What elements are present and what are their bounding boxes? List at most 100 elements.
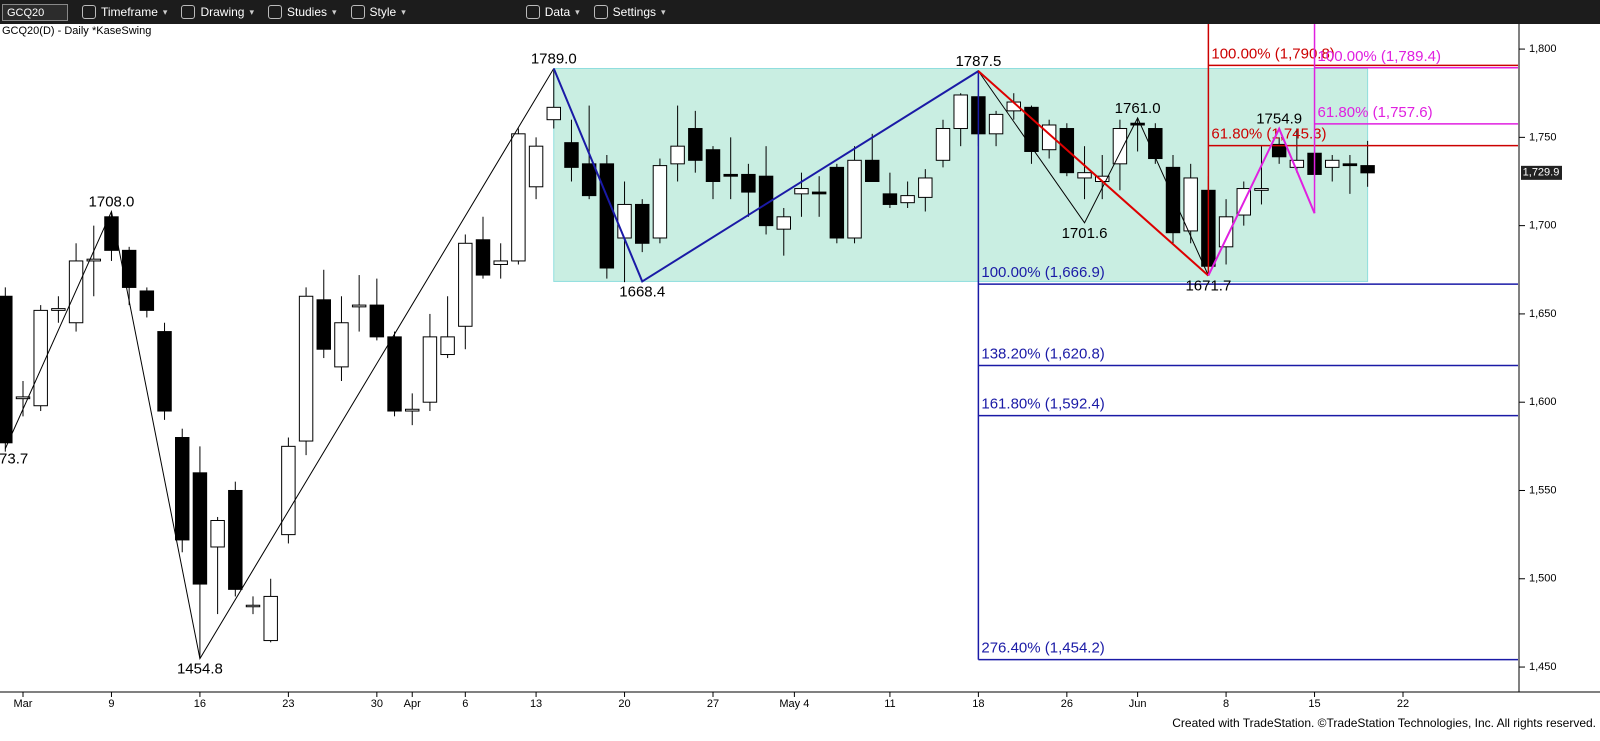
candle-body <box>51 308 66 311</box>
x-tick-label: 30 <box>371 698 383 710</box>
fib-label: 100.00% (1,666.9) <box>981 264 1104 281</box>
swing-label: 1754.9 <box>1256 111 1302 128</box>
candle-body <box>1271 143 1287 158</box>
x-tick-label: Jun <box>1129 698 1147 710</box>
swing-label: 1573.7 <box>0 451 28 468</box>
candle-body <box>263 595 278 642</box>
candle-body <box>422 336 438 403</box>
candle-body <box>1165 166 1181 234</box>
candle-body <box>104 216 119 251</box>
fib-label: 276.40% (1,454.2) <box>981 640 1104 657</box>
candle-body <box>581 163 597 197</box>
toolbar-label[interactable]: Timeframe <box>101 5 158 19</box>
chart-title: GCQ20(D) - Daily <box>2 25 89 37</box>
candle-body <box>847 159 862 239</box>
candle-body <box>369 304 385 338</box>
candle-body <box>1325 159 1340 168</box>
candle-body <box>228 489 243 590</box>
toolbar-label[interactable]: Studies <box>286 5 328 19</box>
candle-body <box>670 145 685 165</box>
toolbar-label[interactable]: Style <box>369 5 397 19</box>
toolbar-item[interactable]: Studies <box>268 5 337 19</box>
candle-body <box>33 309 48 407</box>
x-tick-label: 15 <box>1308 698 1320 710</box>
candle-body <box>723 173 738 177</box>
candle-body <box>953 94 968 130</box>
swing-label: 1787.5 <box>955 53 1001 70</box>
candle-body <box>1148 128 1163 160</box>
fib-label: 100.00% (1,789.4) <box>1318 48 1441 65</box>
candle-body <box>617 203 632 239</box>
x-tick-label: 23 <box>282 698 294 710</box>
candle-body <box>175 437 190 541</box>
x-tick-label: 6 <box>462 698 468 710</box>
candle-body <box>281 445 296 536</box>
candle-body <box>705 149 721 182</box>
y-tick-label: 1,450 <box>1529 661 1557 673</box>
x-tick-label: 9 <box>108 698 114 710</box>
swing-label: 1789.0 <box>531 50 577 67</box>
candle-body <box>865 159 880 182</box>
candle-body <box>900 195 915 204</box>
candle-body <box>351 304 367 308</box>
candle-body <box>0 295 13 444</box>
candle-body <box>829 166 845 239</box>
candle-body <box>475 239 491 276</box>
candle-body <box>794 188 809 195</box>
toolbar-label[interactable]: Data <box>544 5 571 19</box>
candle-body <box>298 295 314 442</box>
candle-body <box>245 604 261 608</box>
candle-body <box>334 322 349 368</box>
toolbar-label[interactable]: Settings <box>612 5 657 19</box>
x-tick-label: 16 <box>194 698 206 710</box>
symbol-box[interactable]: GCQ20 <box>2 3 68 21</box>
candle-body <box>1077 172 1092 179</box>
candle-body <box>564 142 579 168</box>
toolbar-item[interactable]: Settings <box>594 5 666 19</box>
candle-body <box>1289 159 1305 168</box>
candle-body <box>210 519 225 548</box>
candle-body <box>688 128 703 161</box>
toolbar-item[interactable]: Style <box>351 5 406 19</box>
x-tick-label: 11 <box>884 698 895 710</box>
last-price-box <box>1521 165 1562 180</box>
candle-body <box>387 336 402 412</box>
last-price-label: 1,729.9 <box>1523 167 1560 179</box>
candle-body <box>1218 216 1234 248</box>
fib-label: 138.20% (1,620.8) <box>981 345 1104 362</box>
candle-body <box>1360 165 1375 174</box>
candle-body <box>1024 106 1039 152</box>
candle-body <box>15 396 31 400</box>
x-tick-label: 20 <box>618 698 630 710</box>
candle-body <box>86 258 101 262</box>
toolbar-label[interactable]: Drawing <box>200 5 245 19</box>
candle-body <box>458 242 473 327</box>
toolbar-item[interactable]: Data <box>526 5 580 19</box>
swing-label: 1668.4 <box>619 283 665 300</box>
swing-label: 1671.7 <box>1185 278 1231 295</box>
candle-body <box>741 173 756 193</box>
swing-label: 1761.0 <box>1115 100 1161 117</box>
swing-label: 1701.6 <box>1062 225 1108 242</box>
x-tick-label: 8 <box>1223 698 1229 710</box>
candle-body <box>1342 163 1358 167</box>
candle-body <box>652 165 668 239</box>
candle-body <box>599 163 615 269</box>
candle-body <box>528 145 544 188</box>
candle-body <box>440 336 455 356</box>
candle-body <box>776 216 791 230</box>
swing-line <box>977 70 1210 277</box>
swing-label: 1708.0 <box>89 193 135 210</box>
candle-body <box>121 249 137 288</box>
toolbar: GCQ20 Timeframe Drawing Studies Style Da… <box>0 0 1600 24</box>
chart: 100.00% (1,666.9) 138.20% (1,620.8) 161.80… <box>0 24 1600 730</box>
candle-body <box>811 191 827 195</box>
toolbar-item[interactable]: Timeframe <box>82 5 167 19</box>
swing-line <box>4 68 555 660</box>
y-tick-label: 1,800 <box>1529 43 1557 55</box>
candle-body <box>511 133 526 262</box>
toolbar-item[interactable]: Drawing <box>181 5 254 19</box>
y-tick-label: 1,500 <box>1529 573 1557 585</box>
y-tick-label: 1,600 <box>1529 396 1557 408</box>
